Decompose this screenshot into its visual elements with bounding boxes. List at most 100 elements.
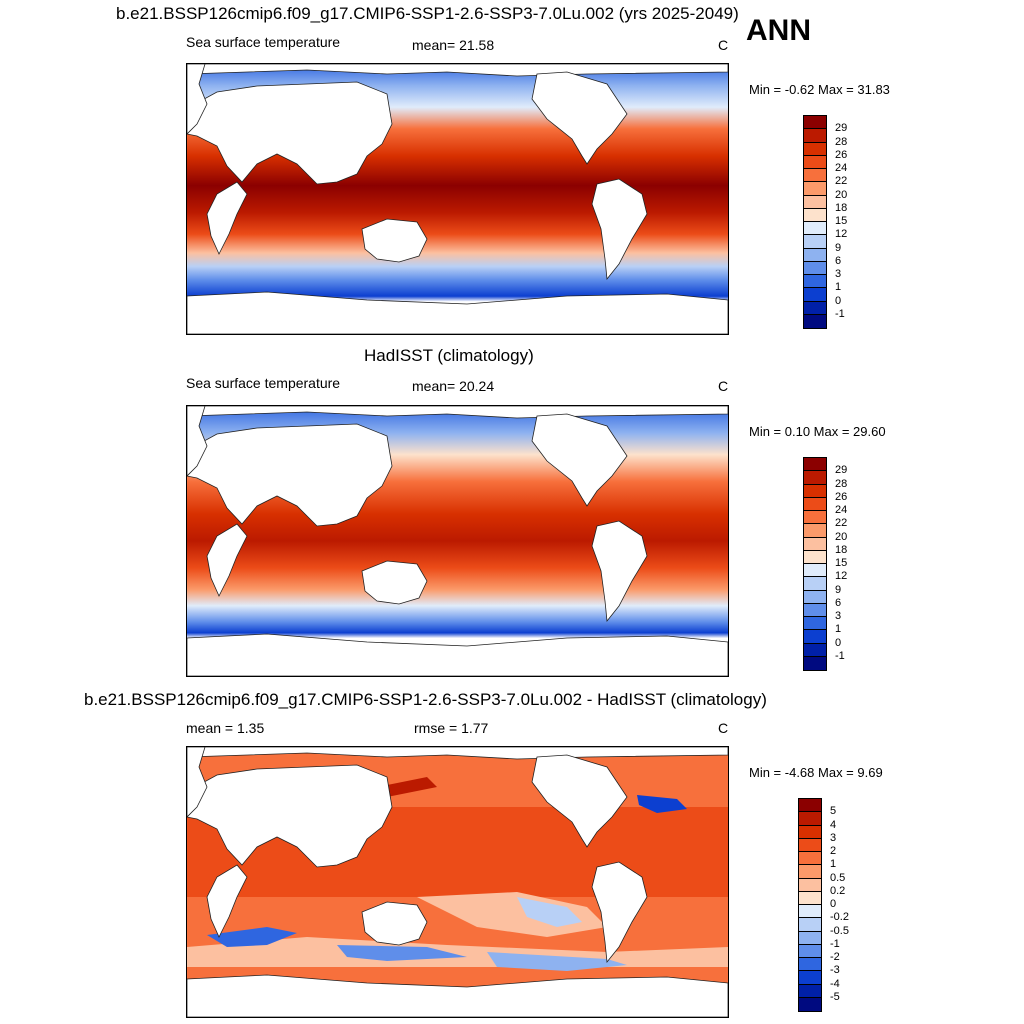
colorbar-tick-label: 0.2 xyxy=(830,884,846,897)
colorbar-tick-label: -1 xyxy=(835,649,845,662)
colorbar-tick-label: 28 xyxy=(835,477,848,490)
colorbar-tick-label: 3 xyxy=(830,831,837,844)
colorbar-tick-label: -0.5 xyxy=(830,924,849,937)
colorbar-swatch xyxy=(799,971,821,985)
colorbar-tick-label: -0.2 xyxy=(830,911,849,924)
panel1-mean: mean= 21.58 xyxy=(412,37,495,53)
colorbar-tick-label: 29 xyxy=(835,122,848,135)
colorbar-swatch xyxy=(804,458,826,472)
colorbar-swatch xyxy=(804,142,826,156)
colorbar-swatch xyxy=(804,169,826,183)
colorbar-swatch xyxy=(799,852,821,866)
colorbar-swatch xyxy=(799,997,821,1011)
colorbar-swatch xyxy=(799,838,821,852)
colorbar-swatch xyxy=(804,524,826,538)
colorbar-swatch xyxy=(804,301,826,315)
colorbar-tick-label: 0 xyxy=(835,294,842,307)
panel1-minmax: Min = -0.62 Max = 31.83 xyxy=(749,82,890,97)
colorbar-swatch xyxy=(804,590,826,604)
colorbar-swatch xyxy=(804,235,826,249)
colorbar-swatch xyxy=(804,564,826,578)
colorbar-tick-label: 0.5 xyxy=(830,871,846,884)
colorbar-tick-label: 22 xyxy=(835,175,848,188)
colorbar-swatch xyxy=(804,129,826,143)
panel2-map xyxy=(186,405,729,677)
panel3-map xyxy=(186,746,729,1018)
colorbar-swatch xyxy=(799,905,821,919)
colorbar-swatch xyxy=(799,812,821,826)
panel3-units: C xyxy=(718,720,729,736)
colorbar-tick-label: 24 xyxy=(835,504,848,516)
colorbar-swatch xyxy=(804,656,826,670)
colorbar-tick-label: 3 xyxy=(835,610,842,622)
panel2-continents xyxy=(187,406,728,676)
colorbar-swatch xyxy=(799,944,821,958)
panel3-mean: mean = 1.35 xyxy=(186,720,265,736)
panel2-units: C xyxy=(718,378,729,394)
panel1-units: C xyxy=(718,37,729,53)
colorbar-tick-label: 12 xyxy=(835,570,848,583)
colorbar-swatch xyxy=(799,984,821,998)
colorbar-swatch xyxy=(804,208,826,222)
colorbar-tick-label: 1 xyxy=(835,281,842,294)
panel3-rmse: rmse = 1.77 xyxy=(414,720,489,736)
season-label: ANN xyxy=(746,14,811,47)
colorbar-swatch xyxy=(804,261,826,275)
colorbar-swatch xyxy=(804,577,826,591)
colorbar-swatch xyxy=(799,825,821,839)
panel1-title: b.e21.BSSP126cmip6.f09_g17.CMIP6-SSP1-2.… xyxy=(116,4,739,23)
panel3-minmax: Min = -4.68 Max = 9.69 xyxy=(749,765,883,780)
colorbar-swatch xyxy=(799,865,821,879)
colorbar-tick-label: 12 xyxy=(835,228,848,241)
panel2-title: HadISST (climatology) xyxy=(364,346,534,365)
panel3-continents xyxy=(187,747,728,1017)
colorbar-tick-label: 15 xyxy=(835,215,848,227)
colorbar-tick-label: 4 xyxy=(830,818,837,831)
colorbar-swatch xyxy=(804,195,826,209)
panel1-map xyxy=(186,63,729,335)
panel3-colorbar xyxy=(798,798,822,1012)
colorbar-tick-label: 26 xyxy=(835,490,848,503)
colorbar-tick-label: 6 xyxy=(835,596,842,609)
colorbar-tick-label: 9 xyxy=(835,583,842,596)
colorbar-swatch xyxy=(804,314,826,328)
colorbar-tick-label: -4 xyxy=(830,977,840,990)
panel2-variable-label: Sea surface temperature xyxy=(186,375,341,391)
colorbar-tick-label: 9 xyxy=(835,241,842,254)
colorbar-tick-label: 22 xyxy=(835,517,848,530)
colorbar-swatch xyxy=(804,617,826,631)
colorbar-swatch xyxy=(804,511,826,525)
colorbar-swatch xyxy=(804,116,826,130)
colorbar-swatch xyxy=(804,497,826,511)
colorbar-tick-label: 20 xyxy=(835,188,848,201)
colorbar-tick-label: 0 xyxy=(830,898,837,910)
colorbar-tick-label: 18 xyxy=(835,543,848,556)
colorbar-tick-label: -5 xyxy=(830,990,840,1003)
panel3-title: b.e21.BSSP126cmip6.f09_g17.CMIP6-SSP1-2.… xyxy=(84,690,767,709)
panel2-colorbar xyxy=(803,457,827,671)
colorbar-tick-label: 3 xyxy=(835,268,842,280)
colorbar-swatch xyxy=(799,931,821,945)
colorbar-tick-label: 18 xyxy=(835,201,848,214)
colorbar-tick-label: -3 xyxy=(830,964,840,977)
colorbar-swatch xyxy=(804,248,826,262)
colorbar-tick-label: 6 xyxy=(835,254,842,267)
colorbar-swatch xyxy=(804,222,826,236)
colorbar-swatch xyxy=(804,182,826,196)
colorbar-tick-label: -2 xyxy=(830,951,840,963)
colorbar-swatch xyxy=(804,155,826,169)
panel1-continents xyxy=(187,64,728,334)
colorbar-swatch xyxy=(804,603,826,617)
colorbar-swatch xyxy=(804,288,826,302)
colorbar-swatch xyxy=(804,550,826,564)
colorbar-tick-label: -1 xyxy=(835,307,845,320)
panel1-variable-label: Sea surface temperature xyxy=(186,34,341,50)
colorbar-swatch xyxy=(799,918,821,932)
colorbar-tick-label: 29 xyxy=(835,464,848,477)
colorbar-swatch xyxy=(799,799,821,813)
colorbar-swatch xyxy=(799,958,821,972)
panel2-minmax: Min = 0.10 Max = 29.60 xyxy=(749,424,886,439)
colorbar-swatch xyxy=(799,891,821,905)
colorbar-swatch xyxy=(804,537,826,551)
colorbar-swatch xyxy=(799,878,821,892)
